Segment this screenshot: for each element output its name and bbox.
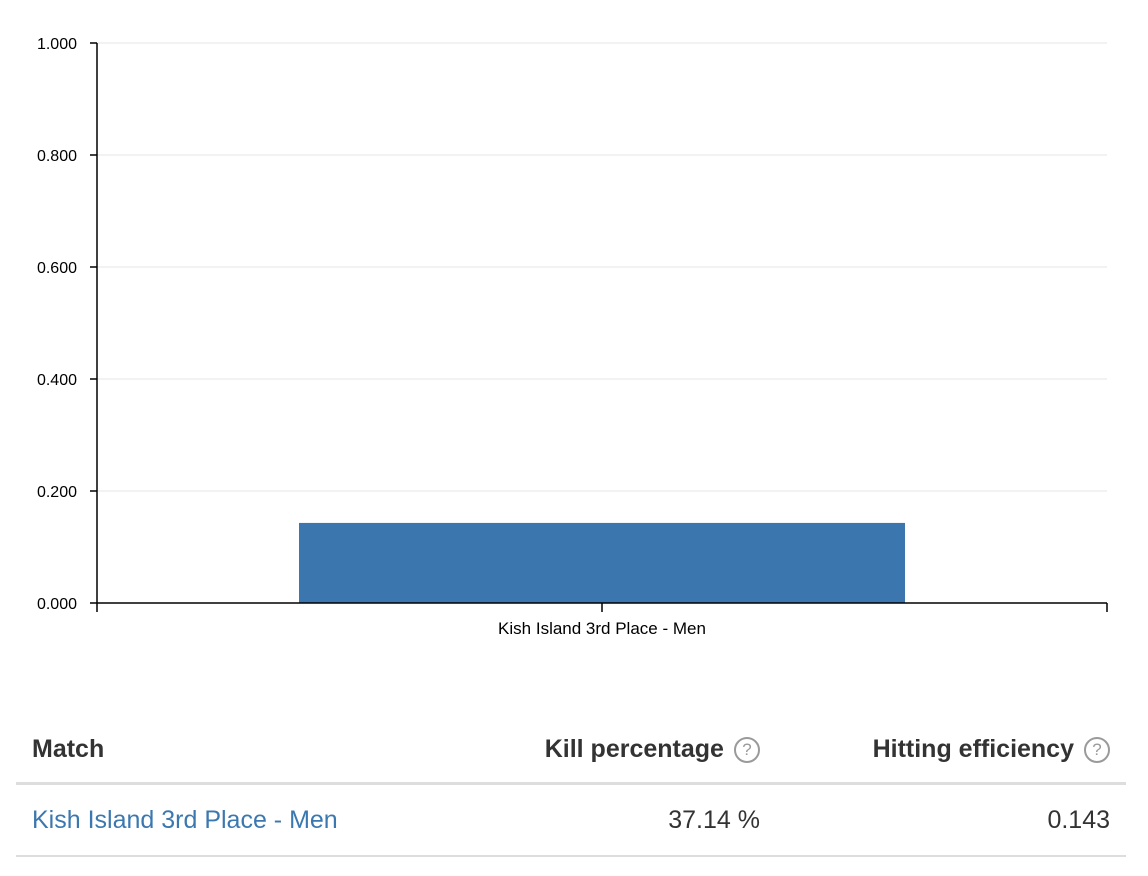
hitting-efficiency-column-header: Hitting efficiency? — [775, 716, 1126, 785]
kill-percentage-column-header: Kill percentage? — [454, 716, 776, 785]
bar — [299, 522, 905, 603]
y-tick-label: 0.800 — [37, 148, 77, 165]
hitting-efficiency-cell: 0.143 — [775, 783, 1126, 857]
table-header-row: Match Kill percentage? Hitting efficienc… — [16, 716, 1126, 785]
match-cell: Kish Island 3rd Place - Men — [16, 783, 455, 857]
help-icon[interactable]: ? — [733, 736, 760, 763]
match-link[interactable]: Kish Island 3rd Place - Men — [32, 805, 338, 834]
y-tick-label: 0.200 — [37, 484, 77, 501]
y-tick-label: 1.000 — [37, 36, 77, 53]
y-tick-label: 0.000 — [37, 596, 77, 613]
help-icon[interactable]: ? — [1084, 736, 1110, 763]
kill-percentage-header-label: Kill percentage — [544, 734, 724, 763]
match-column-header: Match — [16, 716, 455, 785]
hitting-efficiency-header-label: Hitting efficiency — [872, 734, 1074, 763]
match-stats-table: Match Kill percentage? Hitting efficienc… — [16, 716, 1126, 857]
y-tick-label: 0.600 — [37, 260, 77, 277]
hitting-efficiency-chart: 0.000 0.200 0.400 0.600 0.800 1.000 Kish Islan… — [37, 36, 1108, 638]
kill-percentage-cell: 37.14 % — [454, 783, 776, 857]
x-tick-label: Kish Island 3rd Place - Men — [498, 619, 706, 638]
table-row: Kish Island 3rd Place - Men 37.14 % 0.14… — [16, 783, 1126, 857]
y-tick-label: 0.400 — [37, 372, 77, 389]
